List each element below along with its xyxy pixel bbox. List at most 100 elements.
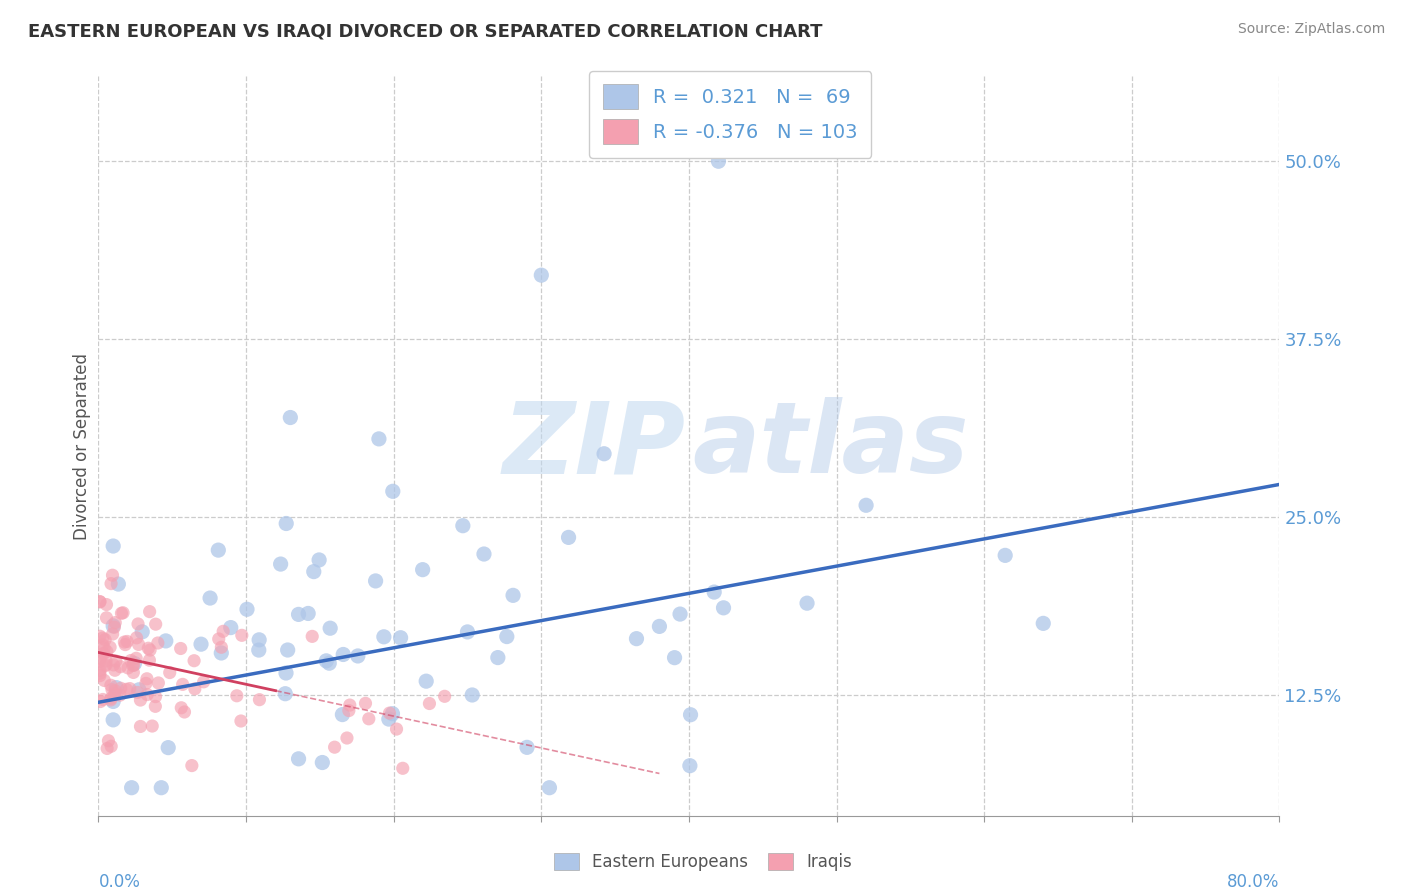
Point: [451, 518, 474, 533]
Point: [118, 681, 141, 696]
Point: [114, 638, 136, 652]
Point: [172, 677, 194, 691]
Point: [103, 694, 125, 708]
Point: [354, 696, 377, 710]
Point: [231, 628, 253, 642]
Point: [1032, 616, 1054, 631]
Point: [301, 629, 323, 643]
Point: [105, 681, 128, 695]
Point: [112, 606, 135, 620]
Point: [136, 641, 159, 656]
Point: [91, 638, 114, 652]
Point: [136, 688, 159, 702]
Point: [115, 682, 138, 697]
Point: [219, 621, 242, 635]
Point: [276, 516, 298, 531]
Point: [100, 576, 122, 591]
Point: [103, 713, 125, 727]
Point: [94, 632, 117, 647]
Point: [593, 447, 616, 461]
Y-axis label: Divorced or Separated: Divorced or Separated: [73, 352, 91, 540]
Point: [679, 758, 702, 772]
Point: [120, 654, 142, 668]
Point: [311, 756, 333, 770]
Point: [315, 654, 337, 668]
Point: [339, 698, 361, 712]
Point: [112, 635, 135, 649]
Point: [679, 707, 702, 722]
Point: [332, 707, 354, 722]
Text: 0.0%: 0.0%: [98, 873, 141, 891]
Point: [101, 682, 124, 697]
Point: [104, 654, 127, 668]
Point: [138, 653, 160, 667]
Point: [89, 666, 111, 681]
Point: [516, 740, 538, 755]
Point: [100, 739, 122, 754]
Point: [381, 484, 404, 499]
Point: [190, 637, 212, 651]
Point: [472, 547, 495, 561]
Text: Source: ZipAtlas.com: Source: ZipAtlas.com: [1237, 22, 1385, 37]
Text: 80.0%: 80.0%: [1227, 873, 1279, 891]
Point: [148, 676, 170, 690]
Point: [145, 617, 167, 632]
Point: [209, 646, 232, 660]
Point: [368, 432, 391, 446]
Point: [208, 632, 231, 646]
Point: [347, 648, 370, 663]
Point: [184, 681, 207, 696]
Point: [557, 530, 579, 544]
Point: [131, 624, 153, 639]
Point: [98, 640, 121, 655]
Point: [855, 498, 877, 512]
Point: [280, 410, 302, 425]
Point: [110, 681, 132, 696]
Point: [110, 659, 132, 673]
Point: [91, 631, 114, 645]
Point: [96, 644, 118, 658]
Point: [381, 706, 404, 721]
Point: [274, 665, 297, 680]
Point: [155, 634, 177, 648]
Point: [707, 154, 730, 169]
Point: [433, 690, 456, 704]
Point: [89, 664, 111, 678]
Point: [530, 268, 553, 282]
Point: [796, 596, 818, 610]
Point: [104, 615, 127, 630]
Point: [110, 607, 132, 621]
Point: [107, 577, 129, 591]
Point: [277, 643, 299, 657]
Point: [648, 619, 671, 633]
Point: [93, 640, 115, 655]
Text: atlas: atlas: [693, 398, 969, 494]
Point: [364, 574, 387, 588]
Point: [104, 663, 127, 677]
Point: [713, 600, 735, 615]
Point: [391, 761, 413, 775]
Point: [146, 636, 169, 650]
Point: [626, 632, 648, 646]
Point: [94, 657, 117, 672]
Point: [332, 648, 354, 662]
Point: [104, 687, 127, 701]
Point: [128, 682, 150, 697]
Point: [225, 689, 247, 703]
Point: [183, 654, 205, 668]
Point: [169, 641, 191, 656]
Point: [456, 624, 478, 639]
Point: [486, 650, 509, 665]
Point: [89, 594, 111, 608]
Point: [994, 549, 1017, 563]
Point: [207, 543, 229, 558]
Point: [100, 691, 122, 706]
Point: [143, 699, 166, 714]
Point: [495, 630, 517, 644]
Point: [135, 676, 157, 690]
Point: [249, 692, 271, 706]
Point: [209, 640, 232, 655]
Legend: Eastern Europeans, Iraqis: Eastern Europeans, Iraqis: [546, 845, 860, 880]
Point: [287, 752, 309, 766]
Point: [378, 712, 401, 726]
